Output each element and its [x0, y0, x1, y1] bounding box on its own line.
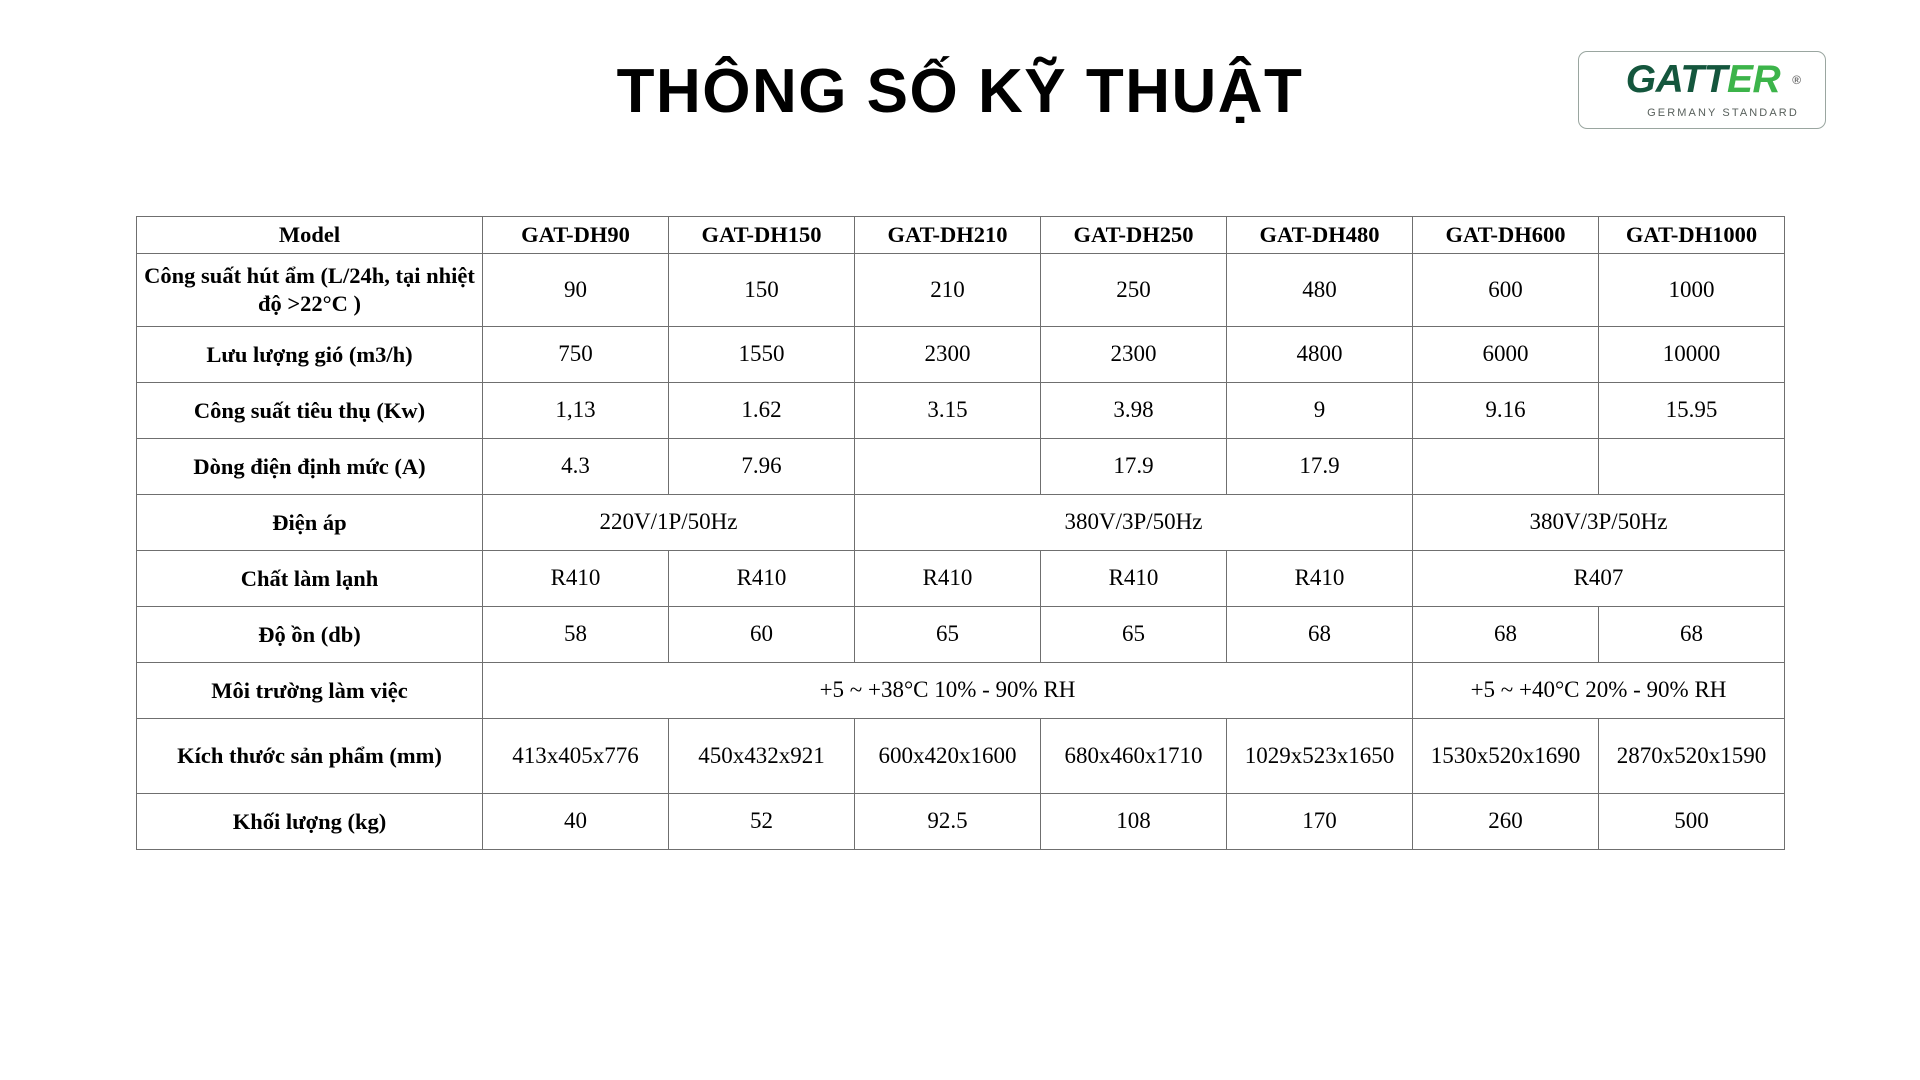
table-cell: 150	[668, 253, 855, 328]
table-cell: 260	[1412, 793, 1599, 851]
table-row: Công suất hút ẩm (L/24h, tại nhiệt độ >2…	[136, 253, 1785, 328]
table-cell-merged: 380V/3P/50Hz	[1412, 494, 1785, 552]
row-label: Công suất hút ẩm (L/24h, tại nhiệt độ >2…	[136, 253, 483, 328]
column-header-gat-dh1000: GAT-DH1000	[1598, 215, 1785, 255]
logo-wordmark: GATTER ®	[1579, 60, 1827, 99]
table-cell: 7.96	[668, 438, 855, 496]
column-header-gat-dh210: GAT-DH210	[854, 215, 1041, 255]
spec-table-container: Model GAT-DH90 GAT-DH150 GAT-DH210 GAT-D…	[136, 215, 1785, 851]
table-cell: 170	[1226, 793, 1413, 851]
table-cell: 450x432x921	[668, 718, 855, 795]
row-label: Độ ồn (db)	[136, 606, 483, 664]
table-cell-empty	[1412, 438, 1599, 496]
column-header-gat-dh150: GAT-DH150	[668, 215, 855, 255]
table-cell-merged: 220V/1P/50Hz	[482, 494, 855, 552]
table-cell: 15.95	[1598, 382, 1785, 440]
table-cell: 250	[1040, 253, 1227, 328]
column-header-gat-dh90: GAT-DH90	[482, 215, 669, 255]
table-cell: 58	[482, 606, 669, 664]
column-header-model: Model	[136, 215, 483, 255]
table-cell: 4800	[1226, 326, 1413, 384]
table-cell: 210	[854, 253, 1041, 328]
row-label: Môi trường làm việc	[136, 662, 483, 720]
table-cell: 17.9	[1040, 438, 1227, 496]
table-cell: 9.16	[1412, 382, 1599, 440]
table-cell-merged: 380V/3P/50Hz	[854, 494, 1413, 552]
table-cell: 40	[482, 793, 669, 851]
logo-tagline: GERMANY STANDARD	[1647, 107, 1799, 119]
table-cell: 680x460x1710	[1040, 718, 1227, 795]
row-label: Khối lượng (kg)	[136, 793, 483, 851]
table-cell: 17.9	[1226, 438, 1413, 496]
column-header-gat-dh480: GAT-DH480	[1226, 215, 1413, 255]
column-header-gat-dh600: GAT-DH600	[1412, 215, 1599, 255]
table-cell: 68	[1412, 606, 1599, 664]
table-cell: 413x405x776	[482, 718, 669, 795]
table-row: Khối lượng (kg) 40 52 92.5 108 170 260 5…	[136, 793, 1785, 851]
table-row: Độ ồn (db) 58 60 65 65 68 68 68	[136, 606, 1785, 664]
table-cell: 3.15	[854, 382, 1041, 440]
table-cell: R410	[1226, 550, 1413, 608]
table-cell: 52	[668, 793, 855, 851]
table-cell: 1000	[1598, 253, 1785, 328]
table-cell: R410	[854, 550, 1041, 608]
row-label: Dòng điện định mức (A)	[136, 438, 483, 496]
specifications-table: Model GAT-DH90 GAT-DH150 GAT-DH210 GAT-D…	[136, 215, 1785, 851]
table-header-row: Model GAT-DH90 GAT-DH150 GAT-DH210 GAT-D…	[136, 215, 1785, 255]
logo-text-dark: GATT	[1625, 58, 1728, 101]
brand-logo: GATTER ® GERMANY STANDARD	[1578, 51, 1826, 129]
table-cell: 500	[1598, 793, 1785, 851]
table-cell: 65	[854, 606, 1041, 664]
table-cell-merged: +5 ~ +38°C 10% - 90% RH	[482, 662, 1413, 720]
table-cell: 92.5	[854, 793, 1041, 851]
row-label: Chất làm lạnh	[136, 550, 483, 608]
table-cell: 10000	[1598, 326, 1785, 384]
table-cell: 6000	[1412, 326, 1599, 384]
table-cell: 1029x523x1650	[1226, 718, 1413, 795]
table-cell: 2870x520x1590	[1598, 718, 1785, 795]
table-cell: 3.98	[1040, 382, 1227, 440]
table-cell: 2300	[854, 326, 1041, 384]
table-cell: 1.62	[668, 382, 855, 440]
table-cell: 68	[1598, 606, 1785, 664]
logo-text-light: ER	[1727, 58, 1781, 101]
table-cell-empty	[1598, 438, 1785, 496]
table-cell: 1550	[668, 326, 855, 384]
table-cell: 600x420x1600	[854, 718, 1041, 795]
table-cell-merged: +5 ~ +40°C 20% - 90% RH	[1412, 662, 1785, 720]
table-cell: R410	[482, 550, 669, 608]
table-cell: 9	[1226, 382, 1413, 440]
table-cell: 60	[668, 606, 855, 664]
table-cell-merged: R407	[1412, 550, 1785, 608]
registered-trademark-icon: ®	[1792, 73, 1801, 87]
table-cell: 480	[1226, 253, 1413, 328]
column-header-gat-dh250: GAT-DH250	[1040, 215, 1227, 255]
table-cell: 68	[1226, 606, 1413, 664]
table-cell: 600	[1412, 253, 1599, 328]
page-title: THÔNG SỐ KỸ THUẬT	[616, 57, 1304, 126]
table-cell-empty	[854, 438, 1041, 496]
table-row: Kích thước sản phẩm (mm) 413x405x776 450…	[136, 718, 1785, 795]
table-row: Điện áp 220V/1P/50Hz 380V/3P/50Hz 380V/3…	[136, 494, 1785, 552]
table-row: Chất làm lạnh R410 R410 R410 R410 R410 R…	[136, 550, 1785, 608]
table-cell: 65	[1040, 606, 1227, 664]
row-label: Điện áp	[136, 494, 483, 552]
table-cell: R410	[1040, 550, 1227, 608]
table-cell: 90	[482, 253, 669, 328]
row-label: Công suất tiêu thụ (Kw)	[136, 382, 483, 440]
table-row: Lưu lượng gió (m3/h) 750 1550 2300 2300 …	[136, 326, 1785, 384]
table-cell: 1530x520x1690	[1412, 718, 1599, 795]
row-label: Kích thước sản phẩm (mm)	[136, 718, 483, 795]
table-cell: 1,13	[482, 382, 669, 440]
table-row: Dòng điện định mức (A) 4.3 7.96 17.9 17.…	[136, 438, 1785, 496]
table-cell: R410	[668, 550, 855, 608]
row-label: Lưu lượng gió (m3/h)	[136, 326, 483, 384]
table-cell: 4.3	[482, 438, 669, 496]
table-row: Môi trường làm việc +5 ~ +38°C 10% - 90%…	[136, 662, 1785, 720]
table-row: Công suất tiêu thụ (Kw) 1,13 1.62 3.15 3…	[136, 382, 1785, 440]
table-cell: 2300	[1040, 326, 1227, 384]
table-cell: 750	[482, 326, 669, 384]
table-cell: 108	[1040, 793, 1227, 851]
